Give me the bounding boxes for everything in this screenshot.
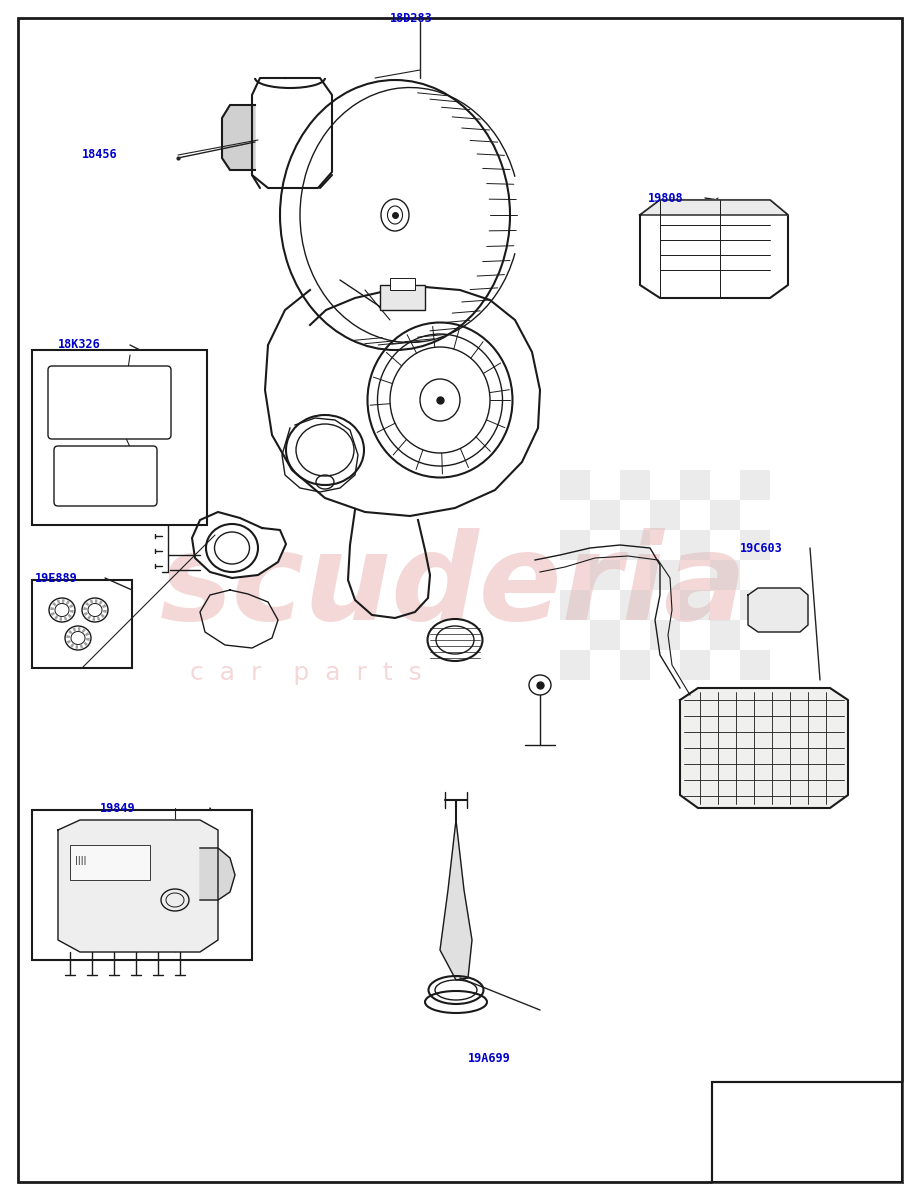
Text: 19849: 19849 (100, 802, 135, 815)
Bar (619, 650, 650, 680)
Bar (709, 620, 739, 650)
Bar (619, 590, 650, 620)
Bar (679, 650, 709, 680)
Polygon shape (192, 512, 286, 578)
Text: 19C603: 19C603 (739, 541, 782, 554)
Bar (679, 590, 709, 620)
Text: 18456: 18456 (82, 149, 118, 162)
Bar (650, 620, 679, 650)
Polygon shape (265, 287, 539, 516)
Bar (711, 1082, 901, 1182)
Bar (739, 590, 769, 620)
Bar (560, 650, 589, 680)
Polygon shape (439, 820, 471, 980)
Bar (679, 530, 709, 560)
Polygon shape (58, 820, 218, 952)
Bar (560, 530, 589, 560)
Polygon shape (252, 78, 332, 188)
Bar (560, 470, 589, 500)
Text: 19A699: 19A699 (468, 1051, 510, 1064)
Bar (589, 500, 619, 530)
FancyBboxPatch shape (54, 446, 157, 506)
Text: 18D283: 18D283 (390, 12, 432, 24)
Text: c  a  r    p  a  r  t  s: c a r p a r t s (190, 661, 421, 685)
Bar (739, 530, 769, 560)
Bar (32, 580, 131, 668)
Bar (380, 284, 425, 310)
Bar (589, 560, 619, 590)
Bar (709, 560, 739, 590)
Bar (739, 470, 769, 500)
Bar (709, 500, 739, 530)
Bar (32, 350, 207, 526)
Text: ||||: |||| (75, 856, 86, 865)
Text: 19808: 19808 (647, 192, 683, 204)
Polygon shape (679, 688, 847, 808)
Bar (711, 1082, 901, 1182)
Bar (390, 278, 414, 290)
Polygon shape (199, 848, 234, 900)
Bar (650, 560, 679, 590)
Bar (560, 590, 589, 620)
Polygon shape (640, 200, 788, 215)
Bar (619, 470, 650, 500)
Text: 19E889: 19E889 (35, 571, 78, 584)
Bar (589, 620, 619, 650)
Text: 18K326: 18K326 (58, 338, 101, 352)
Text: scuderia: scuderia (160, 528, 746, 646)
Bar (739, 650, 769, 680)
Bar (679, 470, 709, 500)
Bar (619, 530, 650, 560)
Bar (70, 845, 150, 880)
Polygon shape (640, 200, 788, 298)
Polygon shape (747, 588, 807, 632)
Bar (32, 810, 252, 960)
Bar (650, 500, 679, 530)
Polygon shape (711, 1082, 901, 1182)
Polygon shape (221, 104, 255, 170)
FancyBboxPatch shape (48, 366, 171, 439)
